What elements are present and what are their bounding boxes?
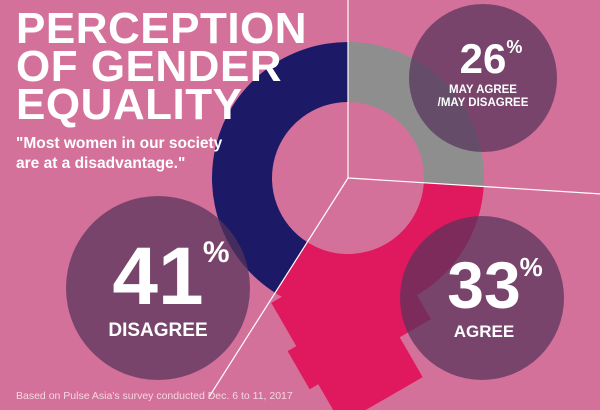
may-agree-label: MAY AGREE /MAY DISAGREE: [437, 84, 529, 109]
agree-percentage: 33%: [447, 248, 542, 322]
disagree-value: 41: [112, 231, 204, 322]
disagree-callout: 41% DISAGREE: [78, 236, 238, 342]
slice-disagree: [212, 42, 348, 293]
may-agree-percent-sign: %: [506, 37, 523, 57]
source-note: Based on Pulse Asia's survey conducted D…: [16, 390, 293, 402]
page-title: PERCEPTION OF GENDER EQUALITY: [16, 4, 308, 129]
agree-bubble: [400, 216, 564, 380]
venus-cross-bar: [287, 281, 431, 390]
divider-agree: [347, 177, 600, 195]
divider-disagree: [208, 177, 349, 398]
disagree-percentage: 41%: [112, 231, 229, 322]
agree-callout: 33% AGREE: [420, 252, 548, 342]
agree-label: AGREE: [453, 322, 515, 341]
agree-value: 33: [447, 248, 521, 322]
may-agree-callout: 26% MAY AGREE /MAY DISAGREE: [408, 38, 558, 110]
disagree-label: DISAGREE: [108, 320, 208, 341]
survey-question: "Most women in our society are at a disa…: [16, 135, 223, 172]
disagree-percent-sign: %: [202, 236, 230, 269]
slice-may-agree: [348, 42, 484, 187]
agree-percent-sign: %: [519, 252, 543, 282]
slice-dividers: [208, 0, 600, 398]
may-agree-value: 26: [459, 35, 507, 82]
may-agree-percentage: 26%: [459, 35, 523, 82]
disagree-bubble: [66, 196, 250, 380]
may-agree-bubble: [409, 4, 557, 152]
